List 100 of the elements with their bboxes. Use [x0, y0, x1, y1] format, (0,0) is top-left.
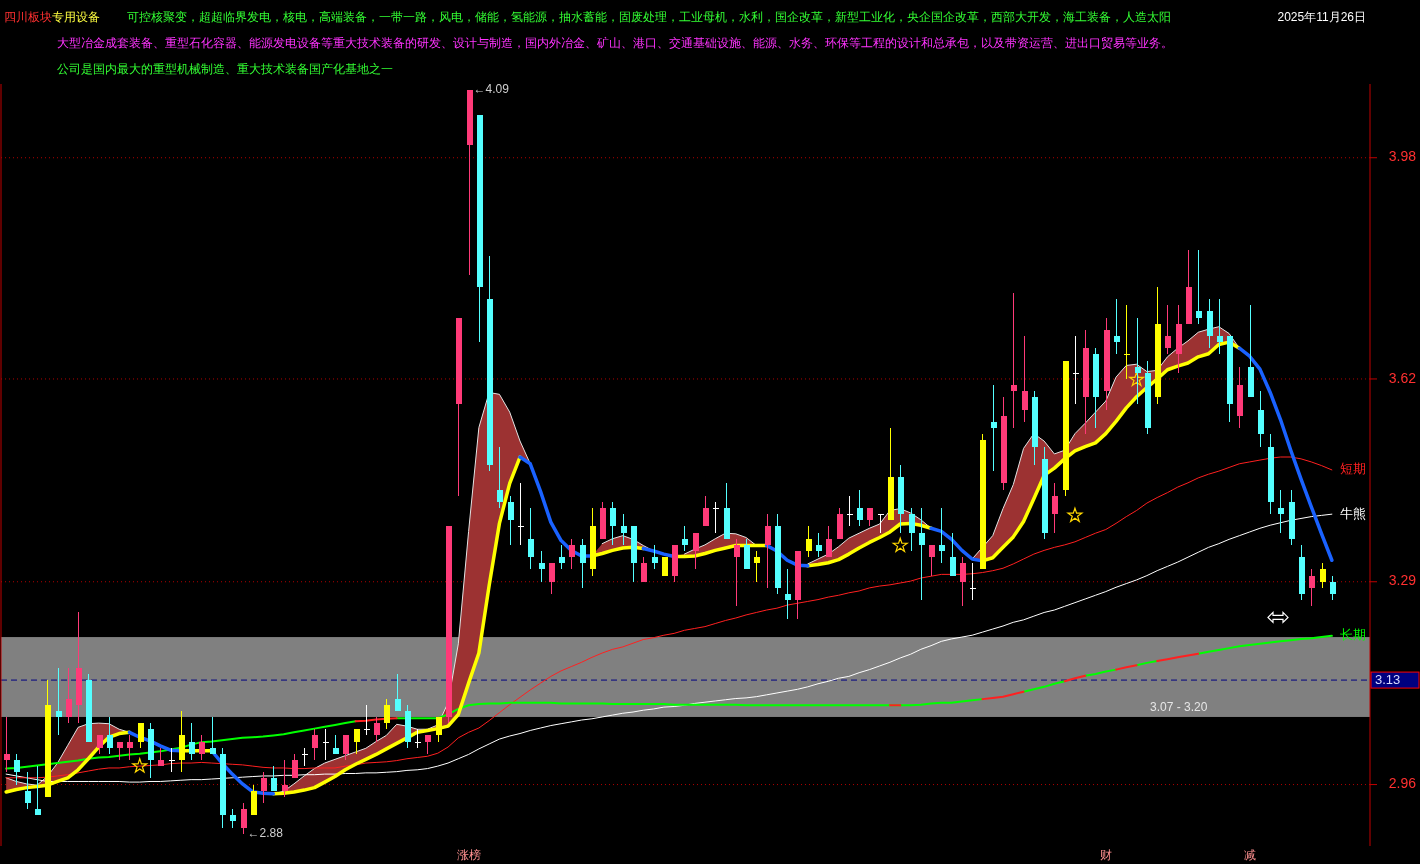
- candlestick: [198, 734, 205, 761]
- text: 大型冶金成套装备、重型石化容器、能源发电设备等重大技术装备的研发、设计与制造，国内外冶金、矿山、港口、交通基础设施、能源、水务、环保等工程的设计和总承包，以及带资运营、进出口贸易等业务。: [57, 36, 1173, 51]
- candlestick: [1308, 568, 1315, 607]
- candlestick: [661, 557, 668, 576]
- line-series: [5, 513, 1333, 783]
- candlestick: [805, 525, 812, 558]
- candlestick: [866, 507, 873, 527]
- candlestick: [188, 722, 195, 761]
- candlestick: [538, 550, 545, 583]
- candlestick: [949, 532, 956, 577]
- x-tick-label: 涨榜: [456, 848, 481, 863]
- candlestick: [24, 771, 31, 810]
- candlestick: [1113, 298, 1120, 355]
- candlestick: [969, 562, 976, 601]
- candlestick: [908, 507, 915, 552]
- candlestick: [332, 734, 339, 755]
- candlestick: [609, 501, 616, 546]
- annotation: ←2.88: [247, 825, 284, 840]
- series-label: 牛熊: [1340, 505, 1366, 521]
- candlestick: [877, 513, 884, 534]
- series-label: 长期: [1340, 627, 1366, 643]
- candlestick: [558, 544, 565, 570]
- text: 2025年11月26日: [1277, 10, 1366, 25]
- candlestick: [825, 525, 832, 558]
- point: [132, 758, 148, 773]
- candlestick: [846, 495, 853, 527]
- candlestick: [620, 513, 627, 546]
- candlestick: [990, 384, 997, 472]
- candlestick: [311, 728, 318, 761]
- candlestick: [928, 544, 935, 577]
- candlestick: [692, 532, 699, 570]
- y-tick-label: 3.29: [1388, 572, 1417, 589]
- band-label: 3.07 - 3.20: [1150, 700, 1208, 715]
- candlestick: [681, 525, 688, 552]
- candlestick: [784, 568, 791, 620]
- ref-line-label: 3.13: [1375, 671, 1401, 687]
- candlestick: [568, 538, 575, 570]
- y-tick-label: 2.96: [1388, 775, 1417, 792]
- candlestick: [394, 673, 401, 712]
- candlestick: [168, 747, 175, 773]
- candlestick: [959, 556, 966, 607]
- text: 四川板块: [4, 10, 52, 25]
- candlestick: [55, 667, 62, 736]
- candlestick: [65, 667, 72, 724]
- candlestick: [414, 728, 421, 749]
- y-tick-label: 3.98: [1388, 148, 1417, 165]
- annotation: ←4.09: [473, 82, 510, 97]
- candlestick: [938, 507, 945, 564]
- candlestick: [424, 734, 431, 755]
- text: 公司是国内最大的重型机械制造、重大技术装备国产化基地之一: [57, 62, 393, 77]
- candlestick: [918, 507, 925, 601]
- candlestick: [651, 544, 658, 570]
- candlestick: [1329, 575, 1336, 601]
- candlestick: [1319, 562, 1326, 589]
- point: [1129, 371, 1145, 387]
- candlestick: [240, 802, 247, 835]
- candlestick: [13, 753, 20, 786]
- candlestick: [106, 716, 113, 755]
- candlestick: [270, 765, 277, 792]
- candlestick: [1072, 335, 1079, 405]
- candlestick: [260, 771, 267, 804]
- candlestick: [1123, 304, 1130, 380]
- candlestick: [712, 501, 719, 534]
- point: [1067, 507, 1083, 522]
- candlestick: [281, 759, 288, 798]
- candlestick: [373, 716, 380, 743]
- y-tick-label: 3.62: [1388, 369, 1417, 386]
- candlestick: [363, 704, 370, 736]
- candlestick: [527, 507, 534, 570]
- candlestick: [291, 753, 298, 779]
- candlestick: [733, 538, 740, 607]
- candlestick: [764, 513, 771, 589]
- candlestick: [1277, 489, 1284, 534]
- candlestick: [548, 562, 555, 595]
- candlestick: [383, 698, 390, 730]
- candlestick: [579, 538, 586, 589]
- candlestick: [1164, 304, 1171, 355]
- candlestick: [507, 495, 514, 546]
- text: 专用设备: [52, 10, 100, 25]
- candlestick: [229, 808, 236, 829]
- candlestick: [96, 734, 103, 755]
- candlestick: [815, 532, 822, 558]
- candlestick: [1051, 482, 1058, 534]
- candlestick: [137, 722, 144, 749]
- x-tick-label: 减: [1243, 848, 1256, 863]
- candlestick: [322, 728, 329, 761]
- candlestick: [34, 765, 41, 816]
- candlestick: [301, 747, 308, 767]
- line-series: [5, 456, 1333, 779]
- candlestick: [342, 734, 349, 761]
- candlestick: [1195, 249, 1202, 325]
- candlestick: [702, 495, 709, 527]
- candlestick: [126, 734, 133, 761]
- point: [892, 537, 908, 553]
- candlestick: [1010, 292, 1017, 429]
- x-tick-label: 财: [1099, 848, 1112, 863]
- candlestick: [1021, 335, 1028, 423]
- candlestick: [209, 716, 216, 755]
- candlestick: [496, 446, 503, 509]
- candlestick: [3, 716, 10, 773]
